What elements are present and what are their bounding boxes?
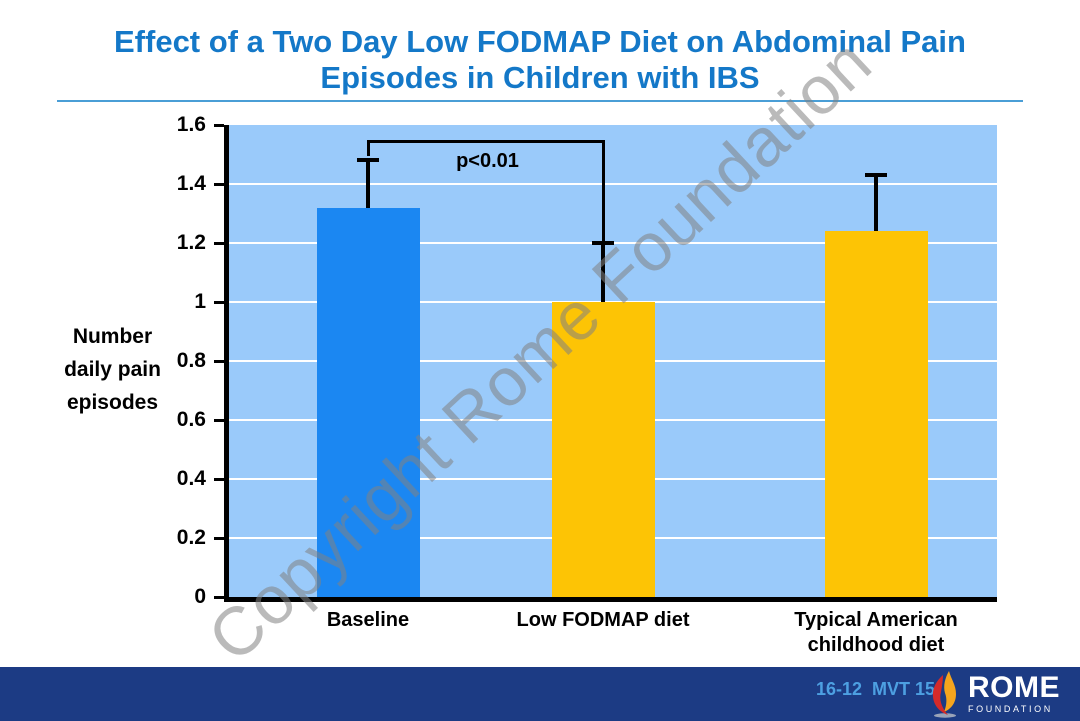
y-tick-label-1.4: 1.4 [176, 172, 206, 195]
x-category-label-typical-american-childhood-diet: Typical American childhood diet [794, 609, 958, 656]
y-axis-title-line1: Number [72, 325, 153, 348]
significance-bracket-top [367, 139, 605, 143]
slide-title: Effect of a Two Day Low FODMAP Diet on A… [0, 24, 1080, 96]
flame-icon [932, 671, 956, 718]
error-bar-line-baseline [366, 160, 370, 208]
slide-code: 16-12 MVT 15 [815, 679, 935, 699]
y-tick-mark-1.4 [214, 182, 224, 186]
logo-text-block: ROME FOUNDATION [968, 671, 1060, 715]
plot-area: p<0.01 [228, 125, 997, 597]
y-tick-mark-1.6 [214, 123, 224, 127]
y-tick-label-0.2: 0.2 [176, 526, 206, 549]
x-axis-line [224, 597, 997, 602]
y-axis-title: Number daily pain episodes [25, 320, 200, 419]
bar-typical-american-childhood-diet [824, 231, 928, 597]
significance-bracket-left [367, 139, 370, 157]
y-tick-mark-0.2 [214, 536, 224, 540]
y-tick-label-0.8: 0.8 [176, 349, 206, 372]
y-axis-title-line3: episodes [66, 391, 159, 414]
y-tick-mark-0.4 [214, 477, 224, 481]
y-tick-label-1.6: 1.6 [176, 113, 206, 136]
footer-bar: 16-12 MVT 15 ROME FOUNDATION [0, 667, 1080, 721]
y-tick-mark-1 [214, 300, 224, 304]
y-tick-mark-0.8 [214, 359, 224, 363]
bar-baseline [316, 207, 420, 597]
error-bar-line-low-fodmap-diet [601, 243, 605, 302]
title-divider [57, 100, 1023, 102]
y-tick-label-0.6: 0.6 [176, 408, 206, 431]
significance-bracket-right [602, 139, 605, 243]
flame-base-ellipse [934, 713, 956, 718]
error-bar-cap-typical-american-childhood-diet [865, 173, 887, 178]
y-axis-title-line2: daily pain [64, 358, 161, 381]
error-bar-cap-baseline [357, 158, 379, 163]
y-tick-label-1.2: 1.2 [176, 231, 206, 254]
gridline-1.4 [228, 183, 997, 185]
slide-title-line1: Effect of a Two Day Low FODMAP Diet on A… [114, 24, 966, 59]
logo-text-foundation: FOUNDATION [968, 704, 1053, 714]
y-tick-label-0: 0 [194, 585, 206, 608]
y-tick-mark-1.2 [214, 241, 224, 245]
rome-foundation-logo: ROME FOUNDATION [929, 671, 1060, 718]
logo-text-rome: ROME [968, 671, 1060, 704]
y-axis-line [224, 125, 229, 602]
significance-label: p<0.01 [456, 149, 519, 172]
flame-yellow-shape [944, 671, 956, 712]
flame-red-shape [932, 675, 948, 715]
slide-title-line2: Episodes in Children with IBS [320, 60, 760, 95]
bar-low-fodmap-diet [551, 302, 655, 597]
error-bar-cap-low-fodmap-diet [592, 241, 614, 245]
x-category-label-baseline: Baseline [326, 609, 410, 631]
y-tick-label-0.4: 0.4 [176, 467, 206, 490]
x-category-label-low-fodmap-diet: Low FODMAP diet [516, 609, 690, 631]
error-bar-line-typical-american-childhood-diet [874, 175, 878, 232]
y-tick-label-1: 1 [194, 290, 206, 313]
y-tick-mark-0 [214, 595, 224, 599]
y-tick-mark-0.6 [214, 418, 224, 422]
